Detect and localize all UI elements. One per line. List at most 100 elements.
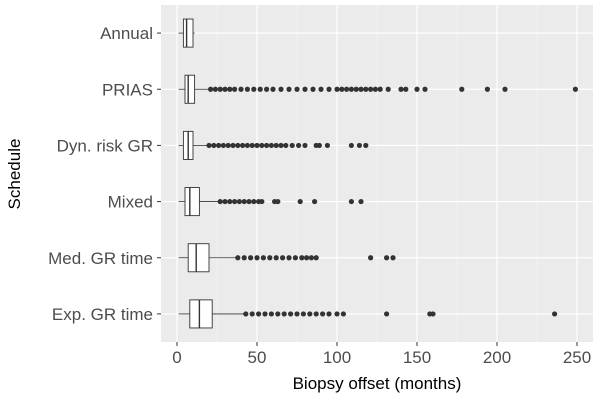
outlier-point (318, 86, 324, 92)
outlier-point (398, 86, 404, 92)
outlier-point (297, 198, 303, 205)
outlier-point (244, 142, 250, 149)
box-prias (178, 74, 579, 104)
outlier-point (484, 86, 490, 92)
outlier-point (236, 198, 242, 205)
outlier-point (217, 198, 223, 205)
x-tick-label: 150 (403, 348, 431, 367)
outlier-point (278, 86, 284, 92)
y-tick-label: Med. GR time (48, 249, 153, 268)
box-exp-gr-time (178, 299, 558, 329)
outlier-point (294, 86, 300, 92)
outlier-point (552, 311, 558, 317)
outlier-point (259, 198, 265, 205)
outlier-point (326, 311, 332, 317)
box-mixed (178, 187, 364, 217)
outlier-point (348, 86, 354, 92)
outlier-point (356, 142, 362, 149)
outlier-point (339, 86, 345, 92)
outlier-point (385, 86, 391, 92)
outlier-point (286, 86, 292, 92)
outlier-point (459, 86, 465, 92)
outlier-point (348, 142, 354, 149)
iqr-box (182, 18, 194, 48)
outlier-point (334, 311, 340, 317)
outlier-point (363, 86, 369, 92)
outlier-point (232, 198, 238, 205)
outlier-point (251, 198, 257, 205)
outlier-point (363, 142, 369, 149)
outlier-point (353, 86, 359, 92)
outlier-point (249, 142, 255, 149)
outlier-point (225, 142, 231, 149)
outlier-point (312, 198, 318, 205)
box-series (178, 18, 579, 329)
outlier-point (254, 255, 260, 261)
y-tick-label: Mixed (108, 193, 153, 212)
x-tick-label: 0 (172, 348, 181, 367)
outlier-point (240, 142, 246, 149)
outlier-point (502, 86, 508, 92)
outlier-point (288, 311, 294, 317)
outlier-point (235, 255, 241, 261)
outlier-point (414, 86, 420, 92)
box-annual (178, 18, 195, 48)
outlier-point (320, 311, 326, 317)
outlier-point (299, 255, 305, 261)
outlier-point (241, 255, 247, 261)
outlier-point (206, 142, 212, 149)
outlier-point (302, 86, 308, 92)
outlier-point (286, 255, 292, 261)
outlier-point (348, 198, 354, 205)
outlier-point (227, 198, 233, 205)
outlier-point (384, 255, 390, 261)
y-tick-label: Exp. GR time (52, 305, 153, 324)
iqr-box (189, 299, 213, 329)
x-tick-label: 250 (563, 348, 591, 367)
iqr-box (184, 187, 200, 217)
outlier-point (368, 86, 374, 92)
outlier-point (230, 142, 236, 149)
outlier-point (368, 255, 374, 261)
outlier-point (358, 86, 364, 92)
outlier-point (384, 311, 390, 317)
outlier-point (324, 142, 330, 149)
outlier-point (403, 86, 409, 92)
y-axis-title: Schedule (5, 139, 24, 210)
outlier-point (268, 142, 274, 149)
outlier-point (304, 255, 310, 261)
x-axis-ticks: 0 50 100 150 200 250 (172, 342, 591, 367)
outlier-point (292, 255, 298, 261)
outlier-point (377, 86, 383, 92)
outlier-point (273, 255, 279, 261)
outlier-point (313, 255, 319, 261)
outlier-point (334, 86, 340, 92)
outlier-point (302, 142, 308, 149)
outlier-point (251, 86, 257, 92)
outlier-point (256, 311, 262, 317)
outlier-point (289, 142, 295, 149)
outlier-point (208, 86, 214, 92)
iqr-box (187, 243, 210, 273)
outlier-point (222, 86, 228, 92)
outlier-point (430, 311, 436, 317)
outlier-point (310, 86, 316, 92)
outlier-point (232, 86, 238, 92)
outlier-point (313, 311, 319, 317)
outlier-point (238, 86, 244, 92)
outlier-point (260, 255, 266, 261)
x-axis-title: Biopsy offset (months) (293, 374, 462, 393)
outlier-point (422, 86, 428, 92)
outlier-point (390, 255, 396, 261)
iqr-box (184, 74, 196, 104)
outlier-point (211, 142, 217, 149)
outlier-point (248, 255, 254, 261)
x-tick-label: 200 (483, 348, 511, 367)
outlier-point (307, 311, 313, 317)
x-tick-label: 100 (323, 348, 351, 367)
box-med-gr-time (178, 243, 396, 273)
outlier-point (264, 142, 270, 149)
outlier-point (216, 142, 222, 149)
x-tick-label: 50 (248, 348, 267, 367)
